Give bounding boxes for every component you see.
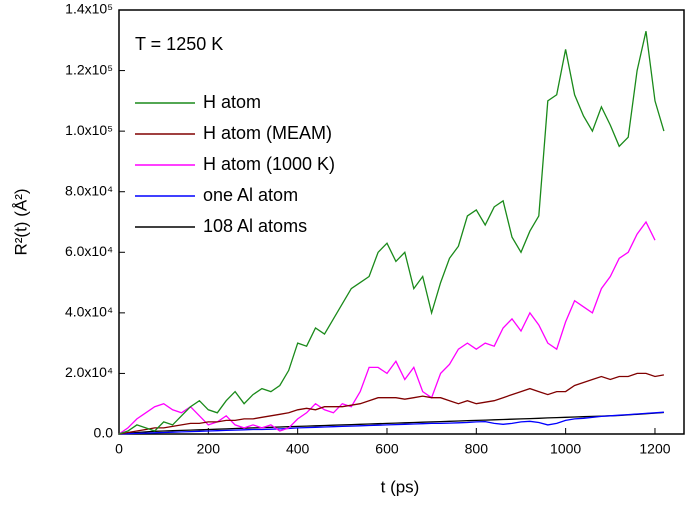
legend-label: one Al atom	[203, 185, 298, 205]
series-line	[118, 372, 665, 435]
legend-label: 108 Al atoms	[203, 216, 307, 236]
annotation: T = 1250 K	[135, 34, 223, 54]
series-line	[118, 411, 664, 435]
y-tick-label: 1.2x10⁵	[65, 61, 113, 77]
legend-label: H atom (MEAM)	[203, 123, 332, 143]
y-tick-label: 8.0x10⁴	[65, 182, 113, 198]
x-tick-label: 800	[465, 441, 489, 457]
x-tick-label: 600	[375, 441, 399, 457]
x-tick-label: 0	[115, 441, 123, 457]
x-tick-label: 1000	[550, 441, 581, 457]
series-line	[118, 220, 656, 435]
x-tick-label: 400	[286, 441, 310, 457]
series-line	[118, 31, 665, 435]
y-tick-label: 1.4x10⁵	[65, 1, 113, 17]
series-line	[118, 411, 664, 435]
x-tick-label: 1200	[639, 441, 670, 457]
x-tick-label: 200	[197, 441, 221, 457]
plot-frame	[118, 9, 685, 435]
y-tick-label: 6.0x10⁴	[65, 243, 113, 259]
y-tick-label: 0.0	[94, 425, 114, 441]
y-axis-label: R²(t) (Å²)	[11, 188, 30, 255]
y-tick-label: 2.0x10⁴	[65, 364, 113, 380]
y-tick-label: 4.0x10⁴	[65, 304, 113, 320]
legend-label: H atom (1000 K)	[203, 154, 335, 174]
y-tick-label: 1.0x10⁵	[65, 122, 113, 138]
legend-label: H atom	[203, 92, 261, 112]
x-axis-label: t (ps)	[381, 477, 420, 496]
